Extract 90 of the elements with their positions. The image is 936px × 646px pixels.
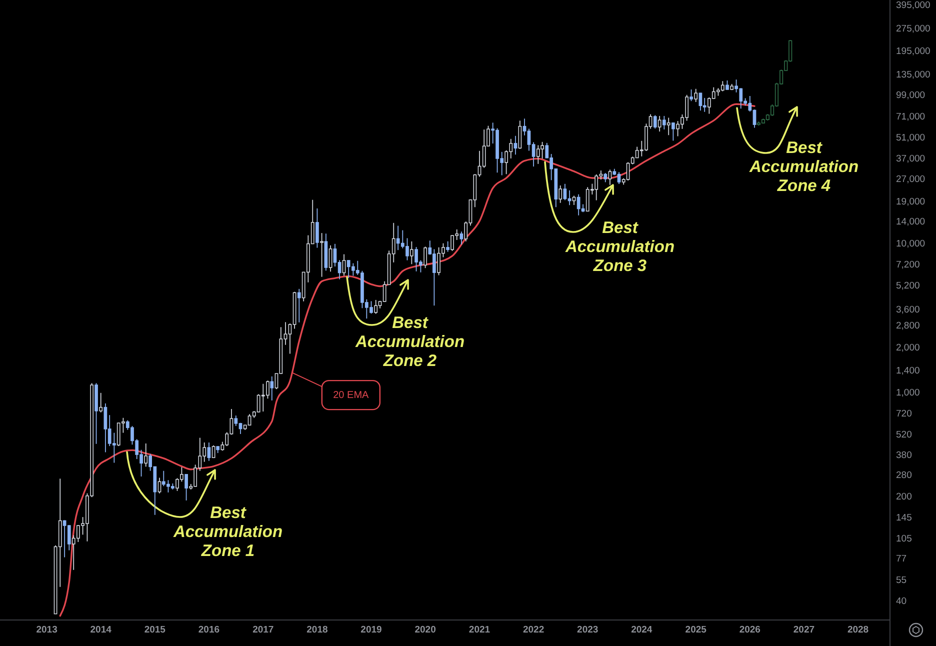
x-tick-label: 2020 xyxy=(414,624,436,636)
candlestick xyxy=(608,169,612,186)
candlestick xyxy=(604,172,608,183)
y-tick-label: 14,000 xyxy=(896,216,926,228)
candlestick xyxy=(662,115,666,130)
y-tick-label: 10,000 xyxy=(896,238,926,250)
x-tick-label: 2013 xyxy=(36,624,58,636)
candlestick xyxy=(558,185,562,204)
y-tick-label: 275,000 xyxy=(896,24,930,35)
y-tick-label: 5,200 xyxy=(896,280,920,292)
candlestick xyxy=(536,144,540,164)
candlestick xyxy=(540,141,544,160)
y-tick-label: 200 xyxy=(896,492,912,503)
annotation: Best Accumulation Zone 1 xyxy=(172,504,283,560)
candlestick xyxy=(694,88,698,102)
x-tick-label: 2019 xyxy=(360,624,382,636)
candlestick xyxy=(460,231,464,245)
x-tick-label: 2017 xyxy=(252,624,274,636)
x-tick-label: 2021 xyxy=(468,624,491,636)
candlestick xyxy=(563,183,567,201)
x-tick-label: 2014 xyxy=(90,624,112,636)
y-tick-label: 71,000 xyxy=(896,111,926,122)
annotation: Best Accumulation Zone 4 xyxy=(748,139,859,195)
candlestick xyxy=(104,402,108,453)
candlestick xyxy=(576,194,580,216)
x-tick-label: 2025 xyxy=(685,624,708,636)
candlestick xyxy=(514,135,518,156)
y-tick-label: 2,000 xyxy=(896,342,920,354)
candlestick xyxy=(374,299,378,314)
x-tick-label: 2015 xyxy=(144,624,166,636)
x-tick-label: 2026 xyxy=(739,624,760,636)
x-tick-label: 2024 xyxy=(631,624,653,636)
y-tick-label: 380 xyxy=(896,450,912,462)
y-tick-label: 2,800 xyxy=(896,320,920,332)
y-tick-label: 55 xyxy=(896,575,907,586)
candlestick xyxy=(720,80,724,92)
candlestick xyxy=(316,208,319,248)
candlestick xyxy=(297,288,301,323)
x-tick-label: 2016 xyxy=(198,624,220,636)
y-tick-label: 145 xyxy=(896,512,912,524)
y-tick-label: 19,000 xyxy=(896,196,926,208)
candlestick xyxy=(653,114,657,130)
candlestick xyxy=(234,415,238,426)
y-tick-label: 1,000 xyxy=(896,387,920,398)
y-tick-label: 395,000 xyxy=(896,0,930,12)
candlestick xyxy=(67,524,71,551)
candlestick xyxy=(212,444,216,458)
candlestick xyxy=(518,120,522,150)
candlestick xyxy=(594,174,598,201)
candlestick xyxy=(410,240,414,265)
candlestick xyxy=(270,376,274,401)
candlestick xyxy=(424,246,427,269)
y-tick-label: 40 xyxy=(896,596,907,607)
candlestick xyxy=(112,432,116,464)
candlestick xyxy=(320,232,324,278)
candlestick xyxy=(328,244,332,272)
candlestick xyxy=(690,89,693,102)
candlestick xyxy=(342,254,346,276)
x-tick-label: 2022 xyxy=(522,624,544,636)
annotation: Best Accumulation Zone 2 xyxy=(354,314,465,370)
y-tick-label: 105 xyxy=(896,533,912,544)
x-tick-label: 2018 xyxy=(306,624,328,636)
candlestick xyxy=(158,477,162,494)
y-tick-label: 720 xyxy=(896,408,912,420)
candlestick xyxy=(666,117,670,136)
y-tick-label: 195,000 xyxy=(896,46,930,57)
candlestick xyxy=(99,392,103,413)
y-tick-label: 99,000 xyxy=(896,90,926,101)
x-tick-label: 2023 xyxy=(577,624,598,636)
y-tick-label: 37,000 xyxy=(896,154,926,165)
candlestick xyxy=(184,474,188,501)
y-tick-label: 135,000 xyxy=(896,70,930,81)
y-tick-label: 77 xyxy=(896,553,907,564)
y-tick-label: 51,000 xyxy=(896,132,926,144)
candlestick xyxy=(207,442,211,462)
y-tick-label: 1,400 xyxy=(896,366,920,377)
y-tick-label: 3,600 xyxy=(896,304,920,316)
y-tick-label: 7,200 xyxy=(896,260,920,271)
x-tick-label: 2027 xyxy=(793,624,815,636)
x-tick-label: 2028 xyxy=(847,624,869,636)
y-tick-label: 280 xyxy=(896,470,912,481)
candlestick xyxy=(672,122,675,142)
y-tick-label: 520 xyxy=(896,430,912,441)
text: 20 EMA xyxy=(333,390,370,402)
candlestick xyxy=(698,92,702,111)
annotation: Best Accumulation Zone 3 xyxy=(564,219,675,275)
candlestick xyxy=(144,443,148,468)
y-tick-label: 27,000 xyxy=(896,174,926,185)
candlestick xyxy=(446,240,450,252)
candlestick xyxy=(658,115,662,132)
